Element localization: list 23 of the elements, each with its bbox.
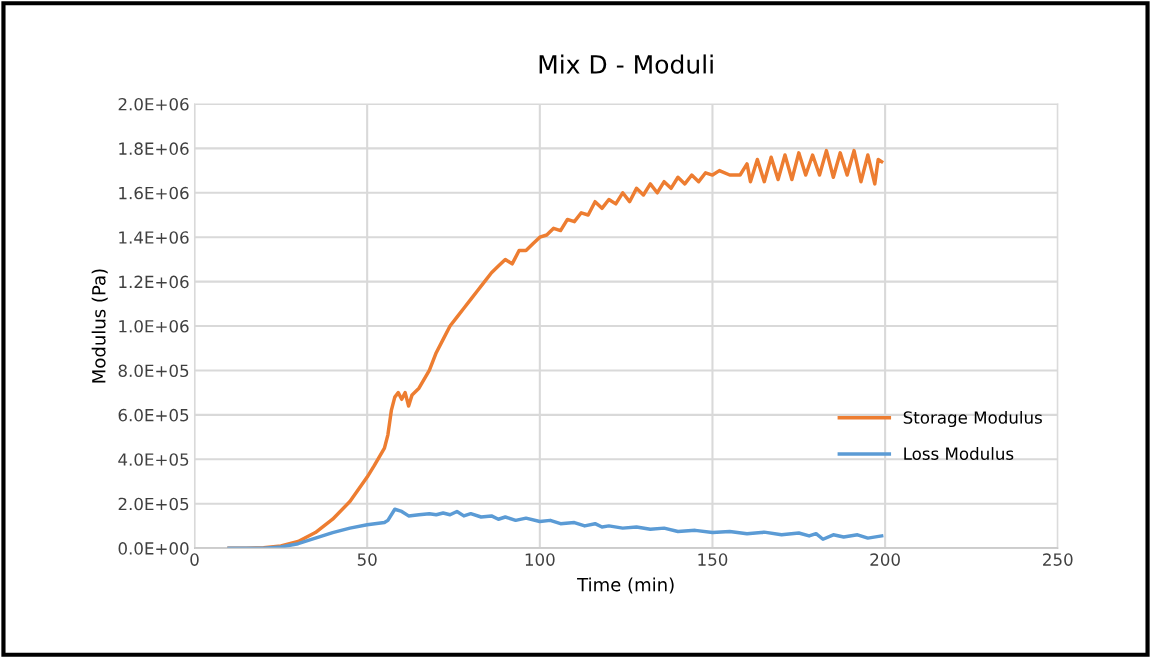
y-tick-label: 6.0E+05	[118, 408, 189, 422]
y-tick-label: 0.0E+00	[118, 542, 189, 555]
x-tick-label: 50	[357, 553, 377, 566]
legend-label: Loss Modulus	[904, 447, 1014, 460]
y-tick-label: 2.0E+06	[118, 97, 189, 111]
line-series	[227, 507, 884, 549]
chart-title: Mix D - Moduli	[539, 54, 713, 74]
legend-label: Storage Modulus	[903, 410, 1042, 428]
y-tick-label: 1.4E+06	[119, 231, 189, 244]
x-tick-label: 250	[1043, 553, 1073, 566]
x-tick-label: 0	[190, 553, 199, 566]
y-tick-label: 1.8E+06	[119, 142, 189, 155]
y-tick-label: 1.0E+06	[119, 320, 189, 333]
x-tick-label: 100	[525, 553, 555, 566]
x-tick-label: 200	[870, 553, 900, 566]
y-tick-label: 4.0E+05	[118, 453, 189, 466]
y-tick-label: 1.6E+06	[119, 186, 189, 200]
y-axis-title: Modulus (Pa)	[91, 269, 108, 383]
x-tick-label: 150	[698, 553, 728, 566]
x-axis-title: Time (min)	[577, 577, 674, 594]
y-tick-label: 2.0E+05	[118, 497, 189, 511]
y-tick-label: 8.0E+05	[118, 364, 189, 378]
y-tick-label: 1.2E+06	[119, 275, 189, 289]
